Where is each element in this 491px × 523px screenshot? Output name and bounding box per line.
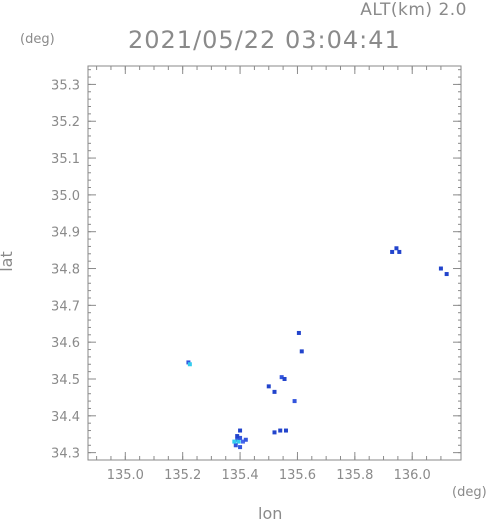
data-point xyxy=(296,330,301,335)
data-point xyxy=(233,443,238,448)
data-point xyxy=(240,439,245,444)
data-point xyxy=(390,249,395,254)
y-tick-label: 35.3 xyxy=(51,78,80,93)
x-tick-label: 135.6 xyxy=(279,468,316,483)
x-tick-label: 135.4 xyxy=(221,468,258,483)
datetime-title: 2021/05/22 03:04:41 xyxy=(128,26,401,54)
x-axis-label: lon xyxy=(258,504,283,523)
x-tick-label: 135.8 xyxy=(336,468,373,483)
y-tick-label: 34.4 xyxy=(51,410,80,425)
data-point xyxy=(299,349,304,354)
data-point xyxy=(272,389,277,394)
data-point xyxy=(266,384,271,389)
plot-frame xyxy=(87,65,462,461)
data-point xyxy=(394,246,399,251)
data-point xyxy=(444,272,449,277)
y-tick-label: 35.0 xyxy=(51,189,80,204)
y-tick-label: 34.8 xyxy=(51,263,80,278)
y-tick-label: 34.9 xyxy=(51,226,80,241)
x-unit-label: (deg) xyxy=(452,485,487,500)
x-tick-label: 135.0 xyxy=(107,468,144,483)
x-tick-label: 135.2 xyxy=(164,468,201,483)
data-point xyxy=(282,376,287,381)
data-point xyxy=(238,428,243,433)
y-tick-label: 34.3 xyxy=(51,447,80,462)
data-point xyxy=(438,266,443,271)
y-unit-label: (deg) xyxy=(20,32,55,47)
altitude-label: ALT(km) 2.0 xyxy=(360,0,467,20)
x-tick-label: 136.0 xyxy=(394,468,431,483)
y-tick-label: 34.6 xyxy=(51,336,80,351)
data-point xyxy=(232,439,237,444)
y-tick-label: 34.5 xyxy=(51,373,80,388)
data-point xyxy=(272,430,277,435)
data-point xyxy=(279,375,284,380)
data-point xyxy=(278,428,283,433)
data-point xyxy=(236,439,241,444)
y-tick-label: 35.1 xyxy=(51,152,80,167)
y-tick-label: 35.2 xyxy=(51,115,80,130)
data-point xyxy=(238,445,243,450)
data-point xyxy=(283,428,288,433)
data-point xyxy=(292,399,297,404)
y-tick-label: 34.7 xyxy=(51,299,80,314)
data-point xyxy=(238,435,243,440)
data-point xyxy=(235,434,240,439)
data-point xyxy=(397,249,402,254)
data-point xyxy=(187,362,192,367)
data-point xyxy=(243,437,248,442)
